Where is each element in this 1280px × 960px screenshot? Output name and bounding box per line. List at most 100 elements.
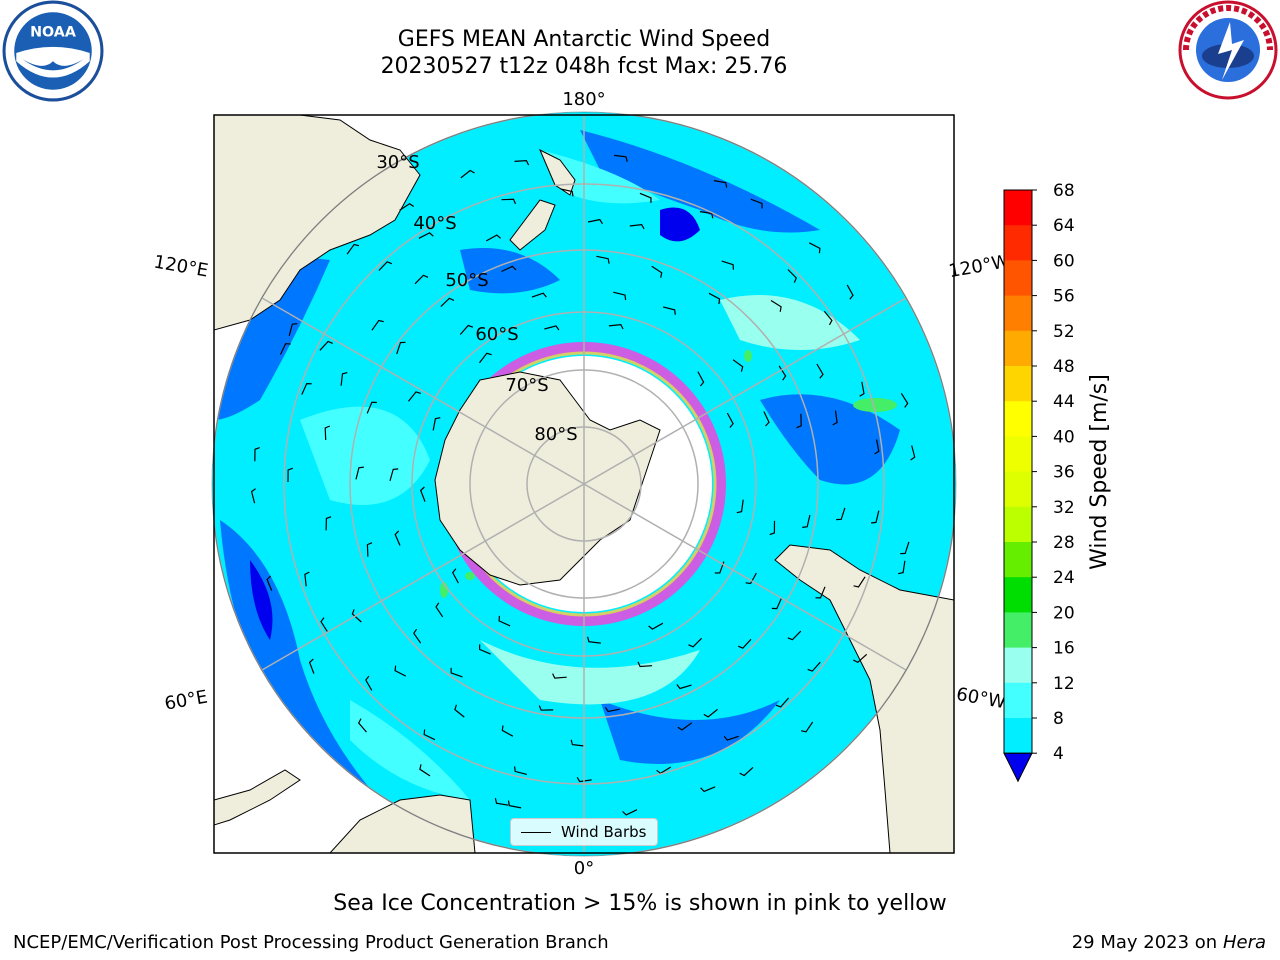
lat-label-70s: 70°S: [505, 375, 548, 396]
lat-label-50s: 50°S: [445, 270, 488, 291]
wind-barb: [514, 159, 530, 166]
wind-barb: [662, 306, 676, 315]
map-frame: [213, 114, 955, 854]
wind-barb: [371, 319, 384, 331]
antarctica-land: [434, 371, 661, 586]
wind-barb: [394, 530, 401, 546]
colorbar-segment: [1004, 436, 1032, 473]
wind-barb: [308, 658, 315, 674]
colorbar-tick-label: 40: [1053, 427, 1075, 447]
colorbar-tick-label: 12: [1053, 674, 1075, 694]
wind-barb: [750, 198, 763, 209]
wind-barb: [288, 323, 298, 336]
wind-barb: [900, 541, 910, 555]
wind-barb: [699, 211, 714, 219]
wind-barb: [459, 324, 474, 335]
colorbar-segment: [1004, 542, 1032, 578]
colorbar-segment: [1004, 506, 1032, 543]
colorbar-segment: [1004, 471, 1032, 508]
chart-title: GEFS MEAN Antarctic Wind Speed: [397, 27, 771, 52]
lat-label-60s: 60°S: [475, 324, 518, 345]
colorbar-segment: [1004, 366, 1032, 402]
wind-barb: [494, 798, 509, 806]
wind-barb: [514, 766, 527, 775]
wind-barb: [507, 800, 522, 809]
wind-barb: [721, 260, 734, 270]
wind-barb: [351, 609, 362, 623]
wind-barb: [688, 637, 703, 648]
wind-barb: [340, 372, 348, 386]
wind-barb: [703, 708, 718, 718]
wind-barb: [531, 292, 547, 298]
wind-barb: [853, 653, 868, 664]
wind-barb: [435, 602, 444, 618]
wind-barb: [651, 265, 663, 278]
wind-barb: [279, 343, 291, 355]
wind-barb: [596, 255, 610, 264]
wind-barb: [389, 468, 399, 482]
wind-barb: [802, 514, 811, 528]
wind-barb: [629, 223, 645, 230]
wind-barb: [266, 575, 273, 591]
wind-barb: [745, 572, 757, 585]
wind-barb: [871, 510, 880, 524]
wind-barb: [732, 359, 744, 372]
wind-barb: [859, 381, 865, 397]
wind-barb: [432, 417, 441, 431]
wind-barb: [454, 704, 465, 718]
wind-barb: [637, 661, 653, 668]
wind-barb: [413, 628, 422, 644]
wind-barb: [614, 154, 628, 162]
wind-barb: [676, 684, 692, 690]
wind-barb: [250, 488, 256, 504]
wind-barb: [771, 597, 783, 610]
wind-barb: [656, 766, 672, 775]
wind-barb: [419, 486, 426, 502]
footer-date: 29 May 2023 on Hera: [1072, 932, 1266, 953]
wind-barb: [399, 202, 415, 211]
wind-barb: [723, 735, 739, 741]
colorbar-tick-label: 48: [1053, 357, 1075, 377]
map-legend: Wind Barbs: [510, 818, 658, 846]
wind-barb: [501, 198, 517, 205]
wind-barb: [319, 340, 333, 351]
wind-barb: [254, 447, 260, 462]
wind-barb: [587, 218, 604, 225]
wind-barb: [325, 516, 332, 531]
lon-label-180: 180°: [562, 89, 605, 110]
wind-barb: [304, 571, 310, 587]
wind-barb: [418, 232, 434, 239]
wind-barb: [460, 169, 475, 179]
wind-barb: [408, 391, 421, 402]
colorbar-tick-label: 28: [1053, 533, 1075, 553]
colorbar-segment: [1004, 718, 1032, 754]
wind-barb: [604, 706, 620, 713]
colorbar-segment: [1004, 577, 1032, 613]
colorbar-tick-label: 8: [1053, 709, 1064, 729]
wind-barb: [648, 622, 664, 630]
wind-barb: [714, 561, 725, 574]
wind-barb: [450, 667, 463, 678]
lon-label-60e: 60°E: [163, 686, 209, 714]
colorbar-segment: [1004, 295, 1032, 332]
wind-barb: [736, 499, 744, 514]
lon-label-120w: 120°W: [947, 251, 1011, 282]
wind-barb: [708, 292, 721, 305]
wind-barb: [355, 466, 364, 480]
colorbar-tick-label: 4: [1053, 744, 1064, 764]
wind-barb: [576, 776, 592, 783]
wind-barb: [570, 739, 585, 747]
colorbar-tick-label: 20: [1053, 603, 1075, 623]
lat-label-30s: 30°S: [376, 152, 419, 173]
chart-subtitle: 20230527 t12z 048h fcst Max: 25.76: [380, 54, 788, 79]
colorbar-segment: [1004, 190, 1032, 226]
wind-barb: [587, 636, 601, 644]
footer-machine: Hera: [1222, 932, 1266, 953]
colorbar-tick-label: 64: [1053, 216, 1075, 236]
wind-barb: [853, 576, 866, 588]
colorbar-tick-label: 52: [1053, 322, 1075, 342]
colorbar-tick-label: 60: [1053, 251, 1075, 271]
wind-barb: [544, 325, 560, 331]
wind-barb: [320, 617, 329, 633]
wind-barb: [419, 764, 431, 777]
